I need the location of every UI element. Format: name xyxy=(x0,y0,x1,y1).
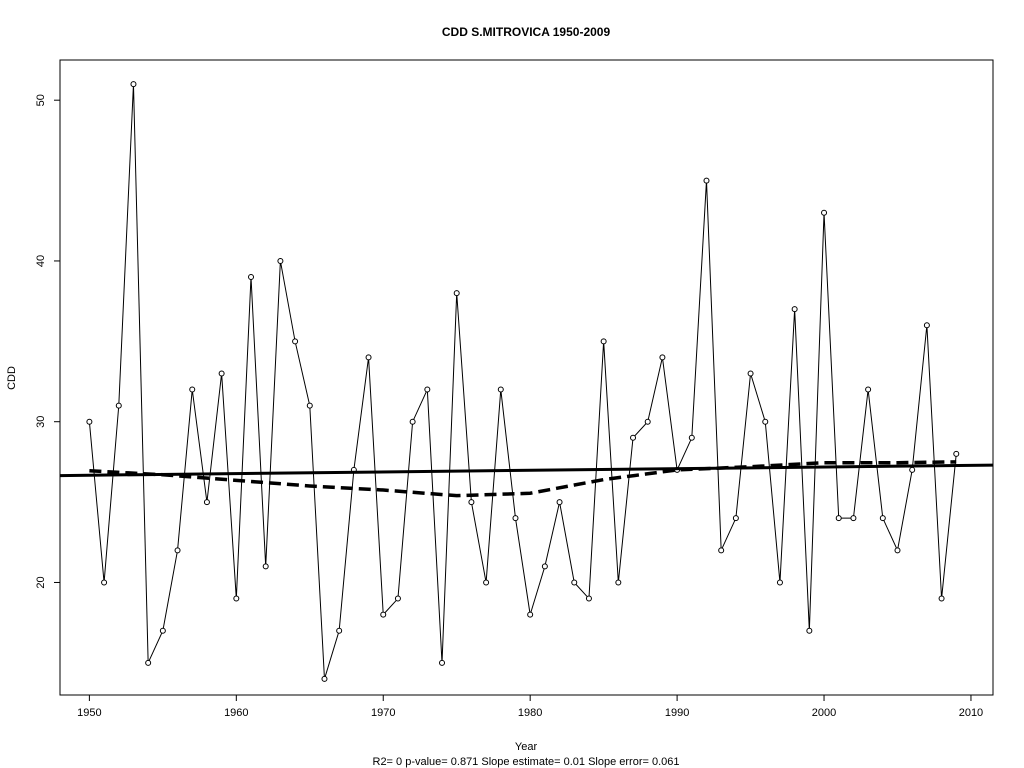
data-point xyxy=(541,563,548,570)
data-point xyxy=(732,515,739,522)
data-point xyxy=(189,386,196,393)
y-axis: 20 30 40 50 xyxy=(35,94,60,589)
x-tick-label: 1950 xyxy=(77,707,101,719)
data-point xyxy=(262,563,269,570)
data-point xyxy=(659,354,666,361)
data-point xyxy=(277,257,284,264)
data-point xyxy=(145,659,152,666)
data-point xyxy=(776,579,783,586)
chart-title: CDD S.MITROVICA 1950-2009 xyxy=(442,25,611,39)
data-point xyxy=(292,338,299,345)
data-point xyxy=(101,579,108,586)
data-point xyxy=(233,595,240,602)
data-point xyxy=(879,515,886,522)
data-point xyxy=(306,402,313,409)
data-point xyxy=(718,547,725,554)
data-point xyxy=(86,418,93,425)
data-point xyxy=(556,499,563,506)
data-point xyxy=(439,659,446,666)
data-point xyxy=(953,450,960,457)
data-point xyxy=(806,627,813,634)
linear-trend-line xyxy=(59,463,994,478)
x-tick-label: 2000 xyxy=(812,707,836,719)
y-tick-label: 20 xyxy=(35,576,47,588)
data-point xyxy=(821,209,828,216)
data-point xyxy=(909,466,916,473)
y-tick-label: 40 xyxy=(35,255,47,267)
data-point xyxy=(130,81,137,88)
data-point xyxy=(527,611,534,618)
x-tick-label: 1970 xyxy=(371,707,395,719)
data-point xyxy=(321,675,328,682)
data-point xyxy=(835,515,842,522)
data-point xyxy=(615,579,622,586)
data-point xyxy=(571,579,578,586)
x-axis: 1950 1960 1970 1980 1990 2000 2010 xyxy=(77,695,983,719)
data-point xyxy=(644,418,651,425)
data-point xyxy=(762,418,769,425)
data-point xyxy=(747,370,754,377)
data-point xyxy=(203,499,210,506)
data-point xyxy=(394,595,401,602)
x-tick-label: 1960 xyxy=(224,707,248,719)
data-point xyxy=(938,595,945,602)
data-point xyxy=(703,177,710,184)
y-axis-label: CDD xyxy=(6,366,18,390)
data-point xyxy=(424,386,431,393)
x-axis-label: Year xyxy=(515,741,538,753)
x-tick-label: 1990 xyxy=(665,707,689,719)
data-point xyxy=(483,579,490,586)
x-tick-label: 1980 xyxy=(518,707,542,719)
data-point xyxy=(585,595,592,602)
cdd-series-line xyxy=(88,84,957,680)
data-point xyxy=(453,290,460,297)
data-point xyxy=(894,547,901,554)
data-point xyxy=(159,627,166,634)
data-point xyxy=(512,515,519,522)
data-point xyxy=(468,499,475,506)
data-point xyxy=(365,354,372,361)
data-point xyxy=(600,338,607,345)
data-point xyxy=(115,402,122,409)
series-layer xyxy=(59,81,994,682)
data-point xyxy=(380,611,387,618)
data-point xyxy=(218,370,225,377)
data-point xyxy=(850,515,857,522)
data-point xyxy=(630,434,637,441)
data-point xyxy=(409,418,416,425)
data-point xyxy=(174,547,181,554)
data-point xyxy=(688,434,695,441)
y-tick-label: 30 xyxy=(35,416,47,428)
data-point xyxy=(791,306,798,313)
data-point xyxy=(248,274,255,281)
data-point xyxy=(865,386,872,393)
data-point xyxy=(336,627,343,634)
smooth-trend-line xyxy=(89,460,957,498)
data-point xyxy=(497,386,504,393)
regression-stats: R2= 0 p-value= 0.871 Slope estimate= 0.0… xyxy=(373,756,680,768)
x-tick-label: 2010 xyxy=(959,707,983,719)
plot-frame xyxy=(59,59,994,696)
y-tick-label: 50 xyxy=(35,94,47,106)
data-point xyxy=(923,322,930,329)
